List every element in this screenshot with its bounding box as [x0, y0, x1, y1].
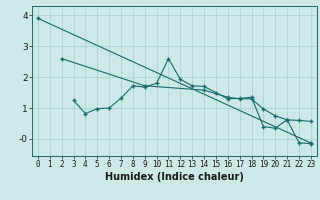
X-axis label: Humidex (Indice chaleur): Humidex (Indice chaleur) — [105, 172, 244, 182]
